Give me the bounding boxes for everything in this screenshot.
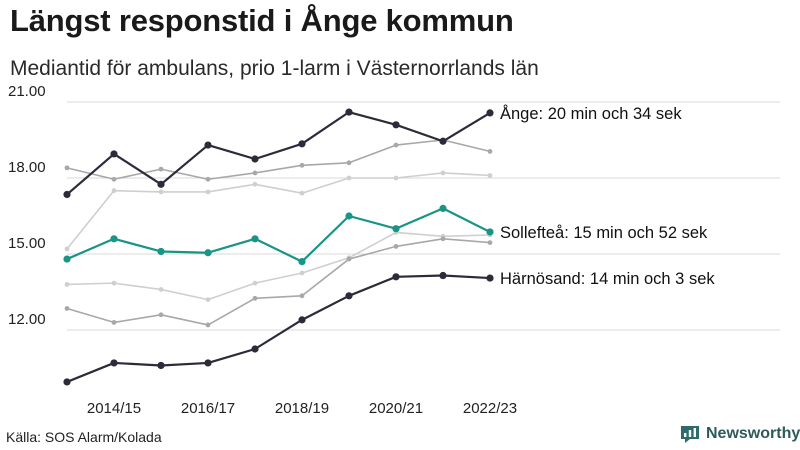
data-point: [345, 212, 353, 220]
series-annotation: Härnösand: 14 min och 3 sek: [500, 270, 715, 288]
data-point: [486, 109, 494, 117]
data-point: [251, 235, 259, 243]
data-point: [298, 140, 306, 148]
data-point: [251, 345, 259, 353]
data-point: [157, 361, 165, 370]
data-point: [63, 378, 71, 386]
data-point: [64, 165, 70, 171]
data-point: [204, 141, 212, 149]
data-point: [204, 249, 212, 257]
data-point: [487, 240, 493, 246]
data-point: [64, 246, 70, 252]
data-point: [252, 295, 258, 301]
data-point: [299, 293, 305, 299]
data-point: [392, 273, 400, 281]
data-point: [440, 236, 446, 242]
data-point: [392, 225, 400, 233]
y-tick-label: 12.00: [8, 311, 46, 328]
data-point: [487, 173, 493, 178]
data-point: [205, 297, 211, 302]
data-point: [63, 190, 71, 199]
data-point: [299, 190, 305, 196]
x-tick-label: 2018/19: [275, 400, 329, 417]
data-point: [158, 287, 164, 292]
data-point: [393, 142, 399, 148]
series-line: [66, 172, 491, 250]
data-point: [252, 170, 258, 176]
series-annotation: Sollefteå: 15 min och 52 sek: [500, 224, 708, 242]
data-point: [111, 280, 117, 286]
data-point: [252, 181, 258, 187]
chart-subtitle: Mediantid för ambulans, prio 1-larm i Vä…: [10, 57, 539, 80]
source-note: Källa: SOS Alarm/Kolada: [6, 429, 162, 445]
newsworthy-logo: Newsworthy: [680, 424, 800, 444]
data-point: [111, 176, 117, 182]
data-point: [346, 256, 352, 262]
data-point: [205, 322, 211, 328]
data-point: [251, 155, 259, 163]
y-tick-label: 21.00: [8, 83, 46, 100]
data-point: [345, 292, 353, 300]
data-point: [158, 312, 164, 318]
data-point: [111, 188, 117, 194]
data-point: [158, 189, 164, 195]
data-point: [440, 170, 446, 176]
data-point: [205, 189, 211, 195]
data-point: [346, 160, 352, 166]
series-line: [66, 274, 491, 383]
line-chart: 12.00 15.00 18.00 21.00 2014/15 2016/17 2018/1…: [8, 83, 780, 417]
series-line: [66, 238, 491, 326]
data-point: [298, 258, 306, 266]
data-point: [204, 359, 212, 367]
y-tick-label: 18.00: [8, 159, 46, 176]
data-point: [157, 180, 165, 188]
data-point: [439, 137, 447, 145]
data-point: [487, 149, 493, 154]
series-annotation: Ånge: 20 min och 34 sek: [500, 104, 682, 123]
data-point: [111, 320, 117, 325]
data-point: [63, 255, 71, 263]
x-tick-label: 2016/17: [181, 400, 235, 417]
data-point: [252, 280, 258, 286]
brand-name: Newsworthy: [706, 425, 800, 442]
x-tick-label: 2014/15: [87, 400, 141, 417]
data-point: [64, 306, 70, 311]
data-point: [486, 274, 494, 282]
data-point: [110, 359, 118, 367]
newsworthy-icon: [681, 426, 699, 443]
x-tick-label: 2022/23: [463, 400, 517, 417]
chart-title: Längst responstid i Ånge kommun: [10, 3, 514, 38]
data-point: [110, 150, 118, 158]
data-point: [393, 244, 399, 249]
data-point: [439, 204, 447, 212]
series-line: [66, 111, 491, 196]
data-point: [393, 175, 399, 181]
series-line: [66, 231, 491, 301]
data-point: [205, 176, 211, 182]
data-point: [345, 108, 353, 116]
data-point: [298, 316, 306, 324]
data-point: [346, 175, 352, 181]
data-point: [157, 247, 165, 256]
data-point: [110, 235, 118, 243]
series-line: [66, 139, 491, 181]
data-point: [392, 121, 400, 129]
data-point: [439, 271, 447, 280]
y-tick-label: 15.00: [8, 235, 46, 252]
data-point: [299, 270, 305, 276]
x-tick-label: 2020/21: [369, 400, 423, 417]
data-point: [486, 228, 494, 236]
series-line: [66, 207, 491, 263]
data-point: [158, 166, 164, 172]
data-point: [64, 282, 70, 287]
data-point: [299, 162, 305, 168]
